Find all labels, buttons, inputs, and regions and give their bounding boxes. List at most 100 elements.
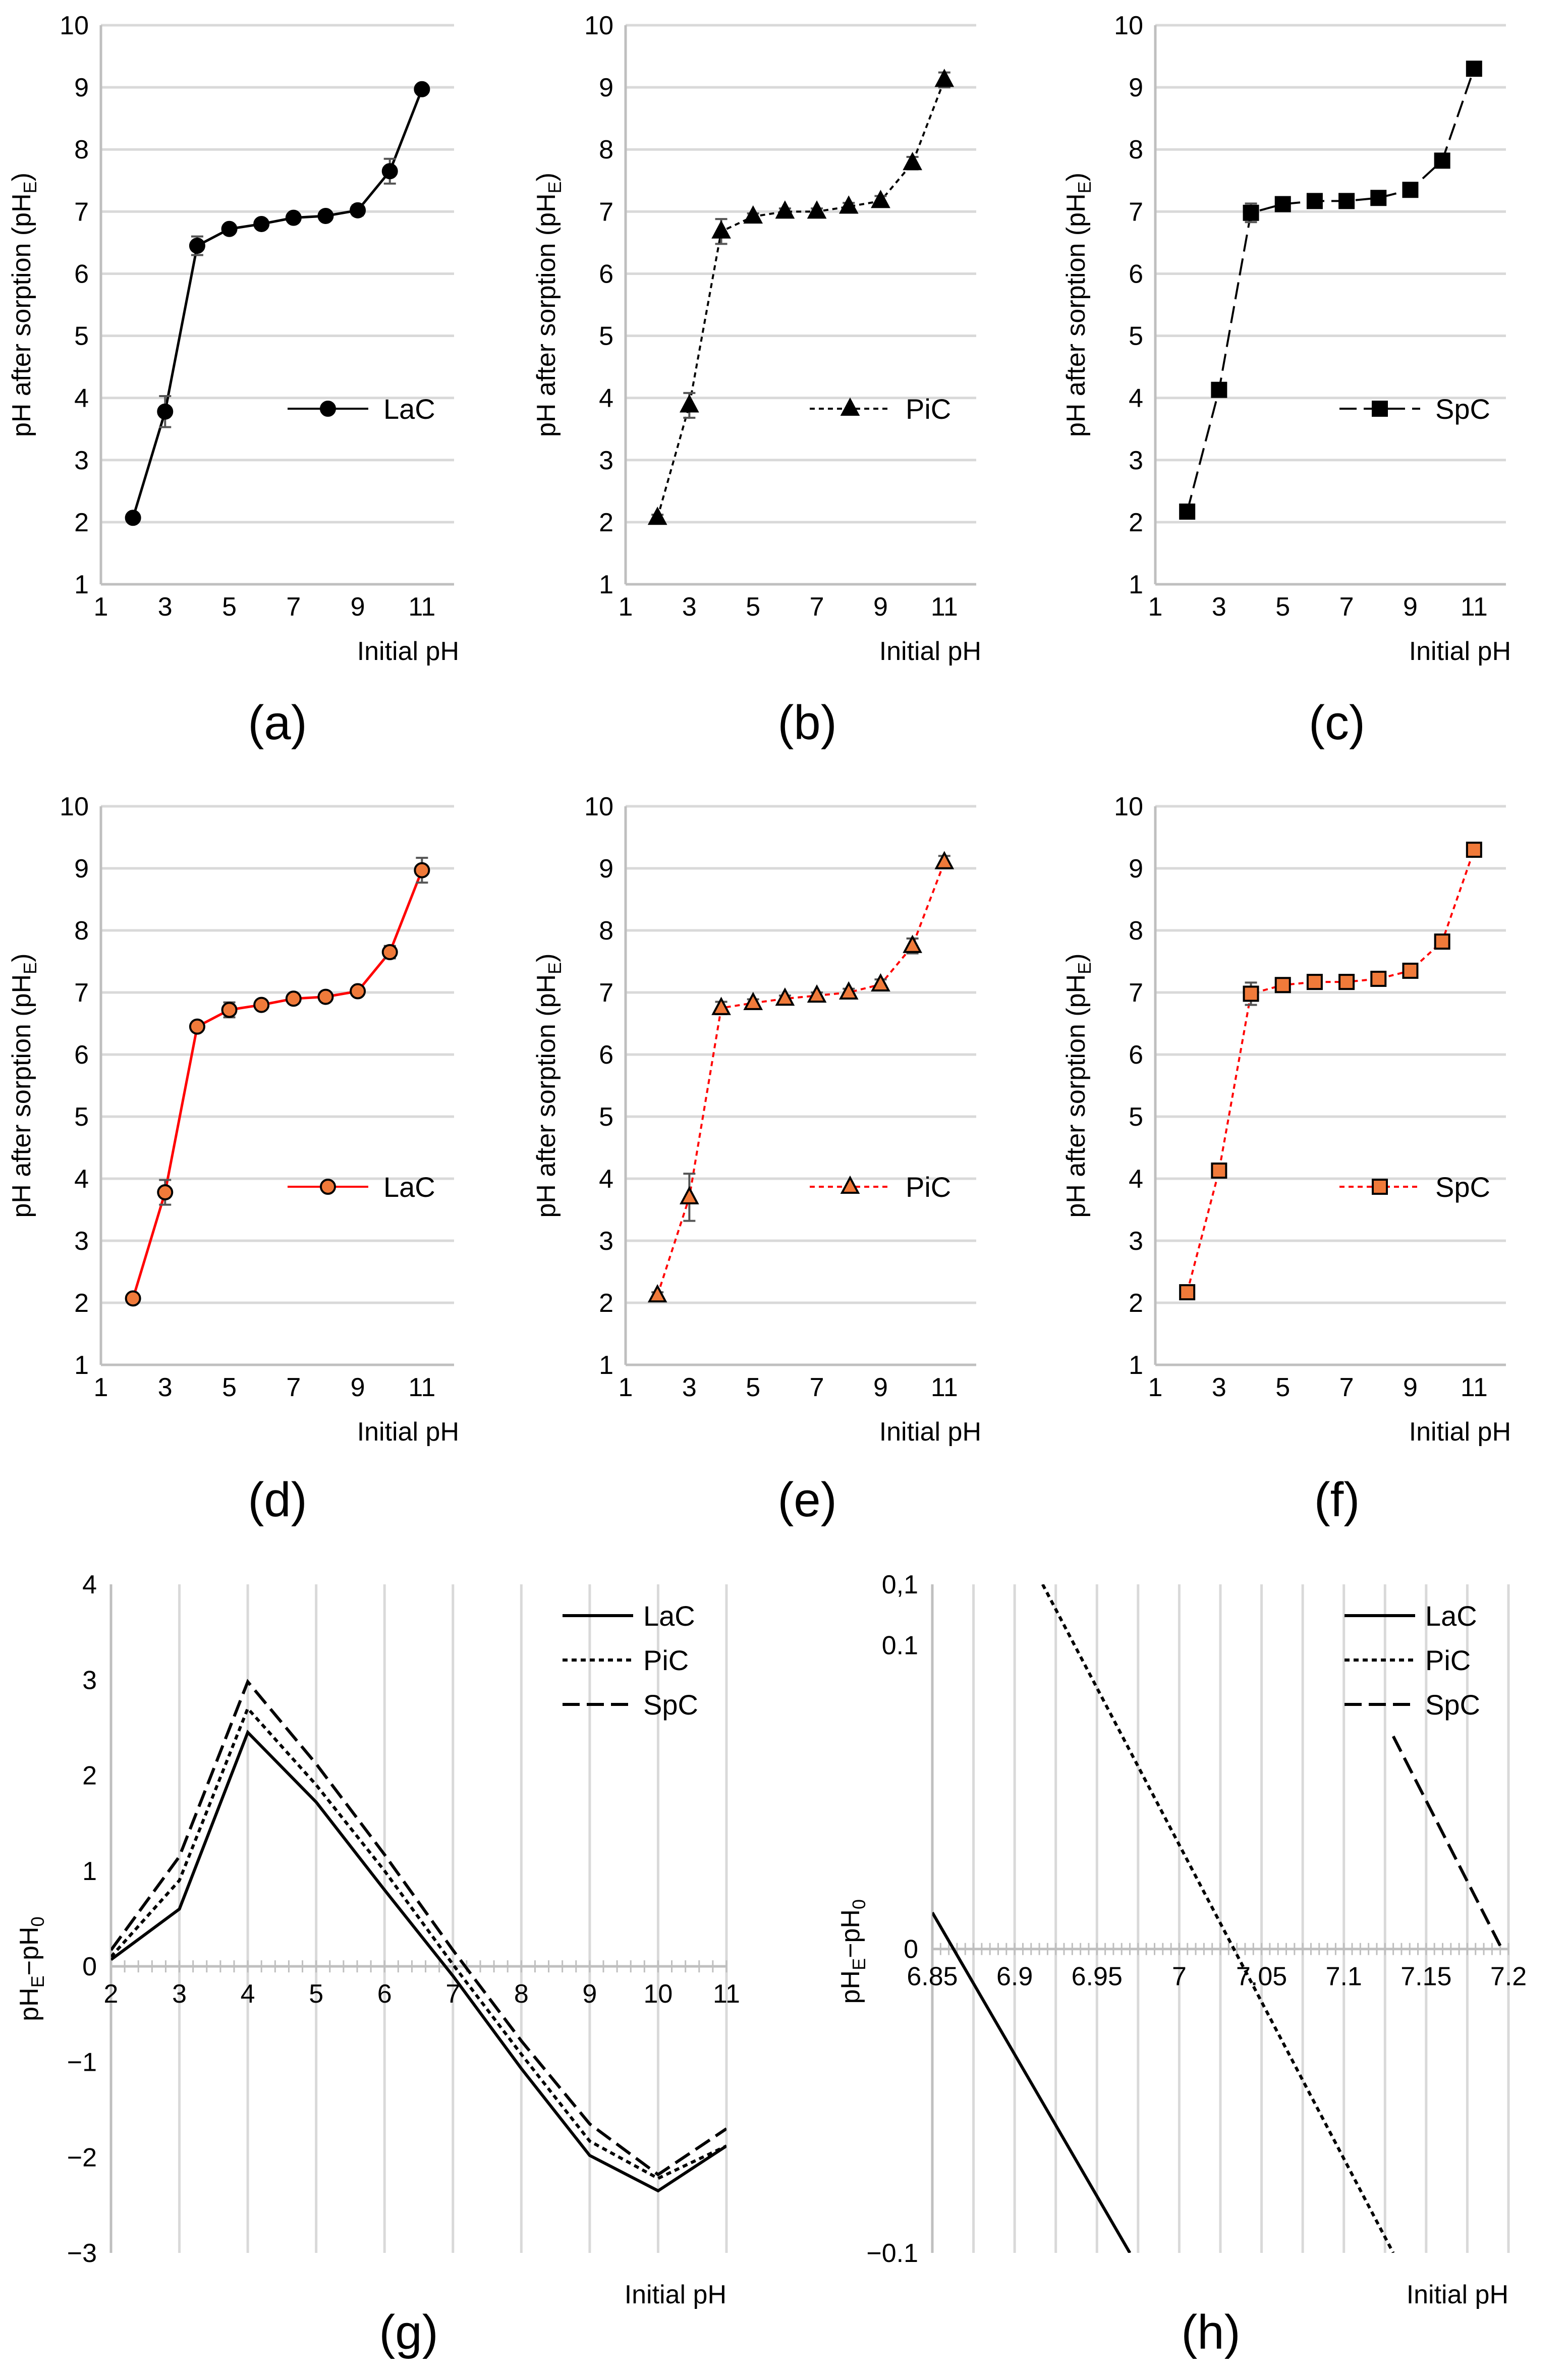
y-tick-label: 1 — [1129, 1351, 1143, 1380]
data-point — [285, 990, 302, 1007]
data-point — [807, 984, 827, 1003]
legend-label: SpC — [1425, 1689, 1480, 1721]
y-tick-label: 10 — [60, 792, 89, 821]
x-axis-title: Initial pH — [879, 637, 981, 666]
data-point — [711, 220, 731, 239]
y-tick-label: −0.1 — [866, 2239, 918, 2268]
data-point — [1338, 193, 1355, 209]
panel-caption: (h) — [1181, 2305, 1240, 2359]
series-LaC — [125, 857, 430, 1307]
data-point — [125, 1290, 141, 1307]
y-tick-label: 1 — [74, 570, 89, 599]
panel-h: −0.1 0 0.1 0,1 6.85 6.9 6.95 7 7.05 7.1 7.15 7.2 Ini… — [836, 1570, 1527, 2359]
data-point — [1179, 503, 1196, 520]
data-point — [221, 220, 238, 237]
data-point — [414, 862, 430, 878]
legend-marker — [840, 1175, 860, 1194]
x-tick-label: 9 — [873, 1373, 888, 1402]
panel-b: 1 2 3 4 5 6 7 8 9 10 1 3 5 7 9 11 Initial pH pH after sor… — [532, 11, 981, 750]
y-tick-label: 0 — [904, 1935, 918, 1964]
data-point — [775, 987, 795, 1006]
y-tick-label: 5 — [1129, 1102, 1143, 1132]
x-tick-label: 5 — [746, 1373, 760, 1402]
x-tick-label: 3 — [682, 592, 697, 622]
panel-caption: (f) — [1314, 1473, 1360, 1527]
x-tick-label: 5 — [309, 1979, 323, 2009]
data-point — [1243, 985, 1259, 1002]
y-tick-label: 1 — [599, 570, 613, 599]
series-line — [656, 79, 945, 518]
x-tick-label: 6.9 — [996, 1962, 1033, 1992]
y-axis-title: pH after sorption (pHE) — [7, 173, 40, 437]
data-point — [680, 1186, 699, 1204]
x-tick-label: 9 — [873, 592, 888, 622]
y-axis-title: pH after sorption (pHE) — [532, 954, 565, 1218]
data-point — [1179, 1284, 1196, 1301]
legend-marker — [840, 397, 860, 416]
y-tick-label: 10 — [1114, 11, 1143, 40]
y-tick-label: 3 — [74, 446, 89, 475]
data-point — [934, 69, 955, 87]
x-tick-label: 3 — [158, 592, 173, 622]
x-axis-title: Initial pH — [357, 1417, 459, 1447]
y-tick-label: 5 — [74, 322, 89, 351]
y-tick-label: 6 — [1129, 259, 1143, 289]
data-point — [1434, 152, 1450, 169]
y-tick-label: 2 — [74, 508, 89, 537]
x-tick-label: 7.15 — [1401, 1962, 1451, 1992]
data-point — [381, 944, 398, 961]
y-tick-label: 4 — [599, 384, 613, 413]
y-tick-label: 5 — [599, 1102, 613, 1132]
data-point — [1306, 974, 1323, 990]
data-point — [350, 983, 366, 1000]
x-tick-label: 3 — [172, 1979, 187, 2009]
data-point — [253, 997, 270, 1013]
y-axis-title: pHE−pH0 — [15, 1916, 48, 2021]
data-point — [1306, 193, 1323, 209]
x-tick-label: 3 — [682, 1373, 697, 1402]
x-tick-label: 6.95 — [1072, 1962, 1123, 1992]
x-tick-label: 5 — [222, 1373, 237, 1402]
y-tick-label: 6 — [74, 259, 89, 289]
y-tick-label: 4 — [74, 1165, 89, 1194]
data-point — [1370, 970, 1387, 987]
legend-label: SpC — [1435, 393, 1490, 425]
panel-caption: (c) — [1309, 696, 1365, 750]
x-tick-label: 5 — [1275, 592, 1290, 622]
y-tick-label: 6 — [1129, 1040, 1143, 1070]
y-axis-title: pH after sorption (pHE) — [1061, 173, 1095, 437]
y-tick-label: 6 — [599, 259, 613, 289]
panel-a: 1 2 3 4 5 6 7 8 9 10 1 3 5 7 9 11 Initial pH pH after sor… — [7, 11, 459, 750]
y-tick-label: 9 — [1129, 854, 1143, 883]
y-tick-label: 1 — [82, 1857, 97, 1886]
y-tick-label: 8 — [1129, 916, 1143, 946]
y-tick-label: −3 — [67, 2239, 97, 2268]
y-tick-label: 3 — [82, 1666, 97, 1695]
x-tick-label: 9 — [351, 592, 365, 622]
x-tick-label: 6.85 — [907, 1962, 958, 1992]
y-tick-label: 2 — [82, 1761, 97, 1791]
x-tick-label: 1 — [619, 1373, 633, 1402]
data-point — [647, 1284, 667, 1303]
x-tick-label: 8 — [514, 1979, 529, 2009]
legend-label: LaC — [383, 1171, 435, 1203]
data-point — [1402, 182, 1419, 198]
x-tick-label: 1 — [1148, 592, 1163, 622]
legend-marker — [320, 401, 336, 417]
x-tick-label: 9 — [1403, 592, 1418, 622]
y-tick-label: 9 — [1129, 73, 1143, 102]
series-SpC — [1179, 61, 1482, 520]
y-tick-label: 7 — [74, 197, 89, 227]
data-point — [871, 973, 890, 992]
series-line — [132, 869, 423, 1299]
series-PiC — [647, 851, 955, 1303]
data-point — [1434, 933, 1450, 950]
x-axis-title: Initial pH — [879, 1417, 981, 1447]
data-point — [189, 1018, 205, 1035]
x-tick-label: 11 — [1461, 592, 1488, 622]
x-tick-label: 9 — [582, 1979, 597, 2009]
data-point — [125, 510, 141, 526]
series-SpC — [111, 1679, 726, 2177]
